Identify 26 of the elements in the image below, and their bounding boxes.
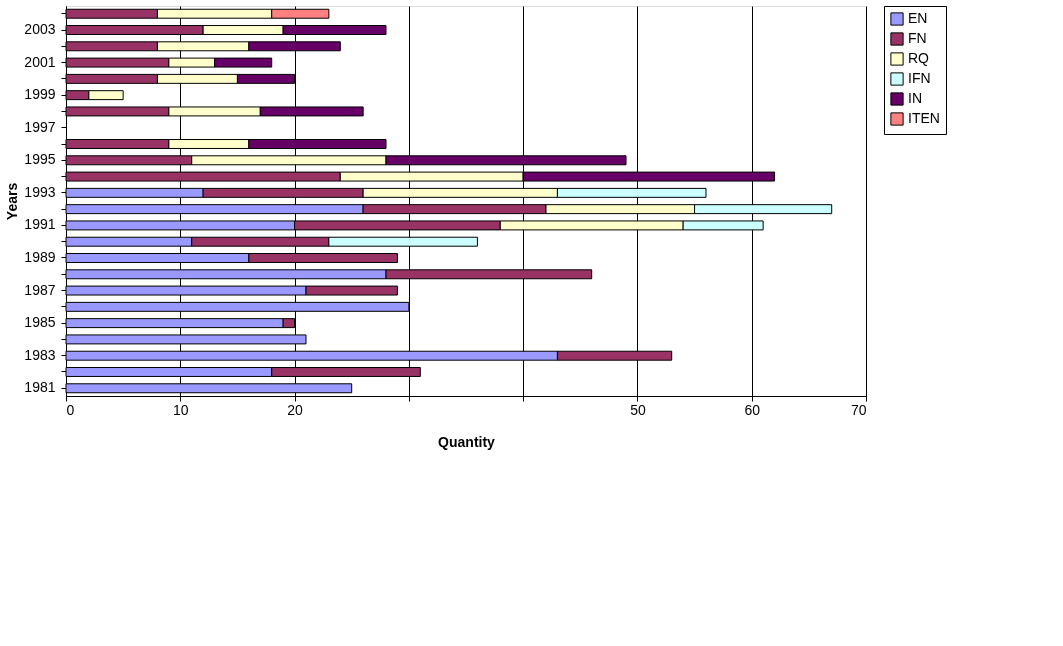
x-tick-label: 60 <box>744 401 761 418</box>
legend-label: RQ <box>908 50 930 66</box>
y-tick-label: 1999 <box>24 86 56 103</box>
x-tick-label: 20 <box>287 401 304 418</box>
y-tick-label: 1997 <box>24 118 56 135</box>
legend-label: EN <box>908 10 928 26</box>
y-tick-label: 1985 <box>24 314 56 331</box>
y-tick-label: 1981 <box>24 379 56 396</box>
x-axis-title: Quantity <box>438 433 496 450</box>
x-tick-label: 10 <box>173 401 189 418</box>
x-tick-label: 50 <box>630 401 646 418</box>
y-tick-label: 1989 <box>24 248 56 265</box>
y-tick-label: 1991 <box>24 216 56 233</box>
y-tick-label: 2003 <box>24 21 56 38</box>
legend-label: ITEN <box>908 110 940 126</box>
y-tick-label: 1995 <box>24 151 56 168</box>
y-tick-label: 1987 <box>24 281 56 298</box>
y-tick-label: 2001 <box>24 53 56 70</box>
legend-label: FN <box>908 30 927 46</box>
x-tick-label: 70 <box>850 401 867 418</box>
y-tick-label: 1993 <box>24 183 56 200</box>
legend-label: IN <box>908 90 922 106</box>
x-tick-label: 0 <box>66 401 75 418</box>
y-tick-label: 1983 <box>24 346 56 363</box>
y-axis-title: Years <box>4 182 21 221</box>
legend-label: IFN <box>908 70 931 86</box>
